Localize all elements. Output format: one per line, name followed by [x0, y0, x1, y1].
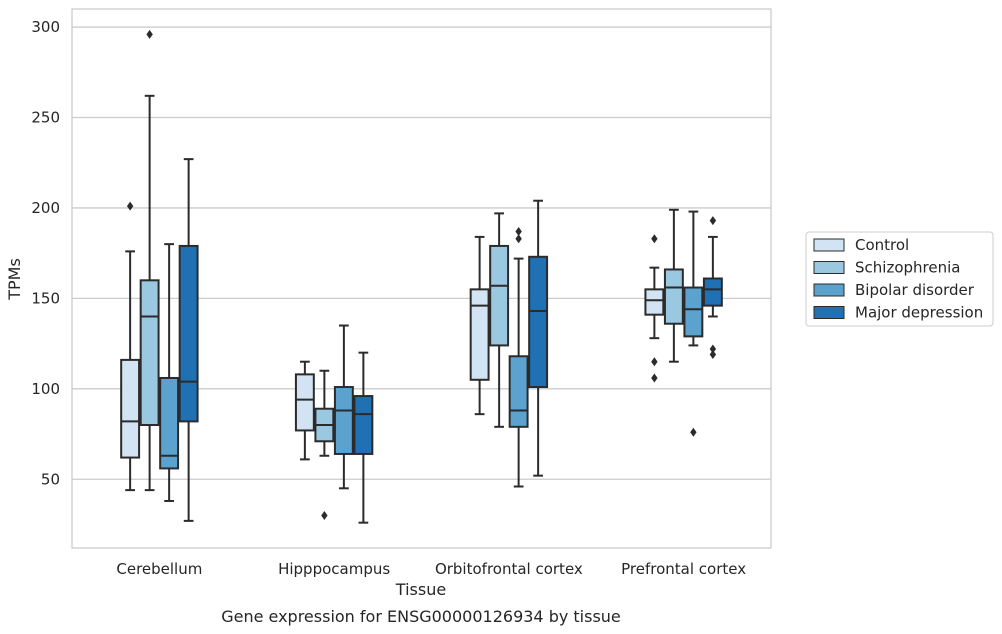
y-tick-label: 200: [31, 199, 60, 217]
box-3-1: [663, 208, 684, 363]
box-iqr: [644, 288, 665, 316]
legend: Control Schizophrenia Bipolar disorder Majo…: [805, 231, 994, 327]
outlier-point: [709, 216, 717, 226]
box-1-2: [333, 324, 354, 490]
outlier-point: [690, 427, 697, 437]
box-2-0: [469, 235, 490, 416]
box-0-0: [120, 201, 141, 492]
legend-swatch: [813, 261, 845, 274]
outlier-point: [651, 234, 658, 244]
box-iqr: [353, 395, 374, 455]
outlier-point: [651, 357, 658, 367]
legend-frame: [805, 231, 994, 327]
y-axis-ticks: 50 100 150 200 250 300: [31, 18, 60, 488]
box-iqr: [139, 279, 160, 427]
box-2-1: [489, 212, 510, 428]
box-2-3: [528, 199, 549, 477]
x-axis-label: Tissue: [395, 580, 446, 599]
x-tick-label: Hipppocampus: [278, 560, 390, 578]
outlier-point: [709, 349, 717, 359]
legend-swatch: [813, 238, 845, 252]
box-3-2: [683, 210, 704, 437]
box-1-0: [294, 360, 315, 461]
outlier-point: [146, 29, 153, 39]
legend-swatch: [813, 283, 845, 297]
y-tick-label: 300: [31, 18, 60, 36]
legend-label: Control: [855, 236, 909, 254]
outlier-point: [515, 226, 522, 236]
outlier-point: [321, 510, 328, 520]
y-tick-label: 250: [31, 109, 60, 127]
box-iqr: [528, 255, 549, 389]
plot-frame: [71, 8, 772, 549]
box-iqr: [663, 268, 684, 325]
box-iqr: [120, 358, 141, 459]
legend-label: Major depression: [855, 304, 983, 322]
x-tick-label: Cerebellum: [116, 560, 202, 578]
x-axis-ticks: Cerebellum Hipppocampus Orbitofrontal cort…: [116, 560, 746, 578]
box-iqr: [294, 373, 315, 432]
box-iqr: [508, 355, 529, 428]
box-3-3: [702, 216, 723, 359]
y-tick-label: 50: [41, 470, 60, 488]
chart-title: Gene expression for ENSG00000126934 by t…: [221, 607, 621, 626]
y-axis-label: TPMs: [5, 258, 24, 301]
box-iqr: [702, 277, 723, 307]
x-tick-label: Orbitofrontal cortex: [435, 560, 583, 578]
box-1-3: [353, 351, 374, 524]
box-iqr: [333, 386, 354, 455]
box-0-2: [159, 243, 180, 502]
box-iqr: [159, 376, 180, 470]
box-iqr: [469, 288, 490, 381]
box-1-1: [314, 369, 335, 520]
outlier-point: [126, 201, 134, 211]
y-tick-label: 100: [31, 380, 60, 398]
plot-area: [120, 29, 723, 524]
outlier-point: [515, 234, 522, 244]
y-tick-label: 150: [31, 289, 60, 307]
box-iqr: [178, 244, 199, 423]
box-0-3: [178, 158, 199, 522]
box-iqr: [489, 244, 510, 347]
box-iqr: [683, 286, 704, 338]
outlier-point: [651, 373, 658, 383]
outlier-point: [709, 344, 717, 354]
legend-label: Schizophrenia: [855, 259, 960, 277]
x-tick-label: Prefrontal cortex: [621, 560, 746, 578]
box-2-2: [508, 226, 529, 488]
legend-label: Bipolar disorder: [855, 281, 975, 299]
box-3-0: [644, 234, 665, 383]
box-0-1: [139, 29, 160, 492]
legend-swatch: [813, 306, 845, 319]
